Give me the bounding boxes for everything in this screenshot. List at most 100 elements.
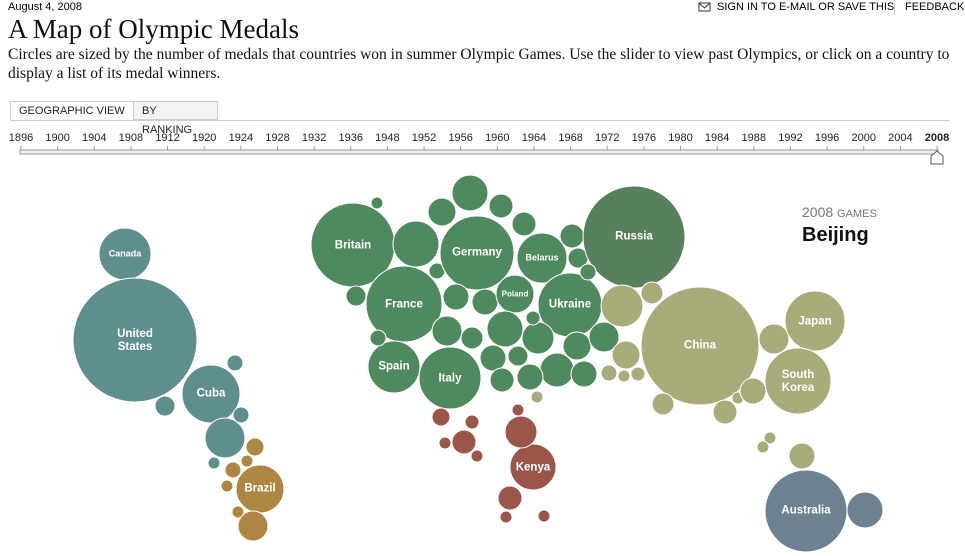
year-label[interactable]: 1976: [632, 132, 656, 144]
year-label[interactable]: 1896: [9, 132, 33, 144]
tab-geographic[interactable]: GEOGRAPHIC VIEW: [10, 101, 134, 120]
country-bubble[interactable]: [392, 220, 440, 268]
country-bubble[interactable]: [640, 286, 760, 406]
country-bubble[interactable]: [630, 366, 646, 382]
country-bubble[interactable]: [763, 431, 777, 445]
feedback-link[interactable]: FEEDBACK: [905, 1, 965, 13]
country-bubble[interactable]: [471, 288, 499, 316]
country-bubble[interactable]: [530, 390, 544, 404]
country-bubble[interactable]: [470, 449, 484, 463]
country-bubble[interactable]: [220, 479, 234, 493]
year-label[interactable]: 1904: [82, 132, 106, 144]
country-bubble[interactable]: [511, 403, 525, 417]
country-bubble[interactable]: [784, 290, 846, 352]
country-bubble[interactable]: [240, 454, 254, 468]
country-bubble[interactable]: [509, 443, 557, 491]
year-label[interactable]: 1952: [412, 132, 436, 144]
country-bubble[interactable]: [600, 364, 618, 382]
year-label[interactable]: 1908: [119, 132, 143, 144]
country-bubble[interactable]: [231, 505, 245, 519]
country-bubble[interactable]: [539, 352, 575, 388]
country-bubble[interactable]: [365, 265, 443, 343]
country-bubble[interactable]: [588, 321, 620, 353]
country-bubble[interactable]: [499, 510, 513, 524]
country-bubble[interactable]: [235, 464, 285, 514]
country-bubble[interactable]: [451, 429, 477, 455]
country-bubble[interactable]: [651, 392, 675, 416]
country-bubble[interactable]: [438, 436, 452, 450]
country-bubble[interactable]: [181, 364, 241, 424]
country-bubble[interactable]: [525, 310, 541, 326]
year-label[interactable]: 1900: [45, 132, 69, 144]
year-label[interactable]: 1928: [265, 132, 289, 144]
country-bubble[interactable]: [451, 174, 489, 212]
country-bubble[interactable]: [640, 281, 664, 305]
year-label[interactable]: 1984: [705, 132, 729, 144]
country-bubble[interactable]: [507, 345, 529, 367]
country-bubble[interactable]: [439, 215, 515, 291]
country-bubble[interactable]: [479, 344, 507, 372]
year-label[interactable]: 1972: [595, 132, 619, 144]
year-label[interactable]: 1956: [448, 132, 472, 144]
country-bubble[interactable]: [756, 440, 770, 454]
country-bubble[interactable]: [511, 211, 537, 237]
country-bubble[interactable]: [764, 347, 832, 415]
country-bubble[interactable]: [154, 395, 176, 417]
country-bubble[interactable]: [495, 274, 535, 314]
country-bubble[interactable]: [497, 485, 523, 511]
year-label[interactable]: 1912: [155, 132, 179, 144]
country-bubble[interactable]: [739, 377, 767, 405]
tab-ranking[interactable]: BY RANKING: [133, 101, 218, 136]
year-label[interactable]: 1980: [668, 132, 692, 144]
country-bubble[interactable]: [764, 469, 848, 553]
country-bubble[interactable]: [559, 223, 585, 249]
year-label[interactable]: 2000: [851, 132, 875, 144]
country-bubble[interactable]: [431, 315, 463, 347]
country-bubble[interactable]: [582, 185, 686, 289]
year-label[interactable]: 1988: [742, 132, 766, 144]
country-bubble[interactable]: [504, 415, 538, 449]
country-bubble[interactable]: [579, 263, 597, 281]
year-label[interactable]: 1932: [302, 132, 326, 144]
country-bubble[interactable]: [489, 367, 515, 393]
country-bubble[interactable]: [232, 406, 250, 424]
country-bubble[interactable]: [562, 331, 592, 361]
year-label[interactable]: 1936: [339, 132, 363, 144]
sign-in-link[interactable]: SIGN IN TO E-MAIL OR SAVE THIS: [717, 1, 895, 13]
country-bubble[interactable]: [226, 354, 244, 372]
country-bubble[interactable]: [369, 329, 387, 347]
country-bubble[interactable]: [442, 283, 470, 311]
country-bubble[interactable]: [237, 510, 269, 542]
year-label[interactable]: 1920: [192, 132, 216, 144]
country-bubble[interactable]: [846, 491, 884, 529]
slider-handle[interactable]: [930, 150, 944, 165]
year-label[interactable]: 1960: [485, 132, 509, 144]
country-bubble[interactable]: [488, 193, 514, 219]
country-bubble[interactable]: [788, 442, 816, 470]
country-bubble[interactable]: [712, 399, 738, 425]
country-bubble[interactable]: [224, 461, 242, 479]
country-bubble[interactable]: [521, 321, 555, 355]
country-bubble[interactable]: [758, 323, 790, 355]
country-bubble[interactable]: [207, 456, 221, 470]
year-label[interactable]: 1992: [778, 132, 802, 144]
country-bubble[interactable]: [464, 414, 480, 430]
country-bubble[interactable]: [367, 340, 421, 394]
country-bubble[interactable]: [460, 326, 484, 350]
country-bubble[interactable]: [486, 310, 524, 348]
country-bubble[interactable]: [245, 437, 265, 457]
country-bubble[interactable]: [537, 509, 551, 523]
country-bubble[interactable]: [345, 285, 367, 307]
year-label[interactable]: 1968: [558, 132, 582, 144]
year-label[interactable]: 1964: [522, 132, 546, 144]
country-bubble[interactable]: [570, 360, 598, 388]
country-bubble[interactable]: [431, 407, 451, 427]
year-label[interactable]: 2004: [888, 132, 912, 144]
year-label[interactable]: 1924: [229, 132, 253, 144]
country-bubble[interactable]: [427, 197, 457, 227]
country-bubble[interactable]: [516, 363, 544, 391]
country-bubble[interactable]: [600, 284, 644, 328]
year-label[interactable]: 1948: [375, 132, 399, 144]
country-bubble[interactable]: [418, 346, 482, 410]
year-label[interactable]: 1996: [815, 132, 839, 144]
